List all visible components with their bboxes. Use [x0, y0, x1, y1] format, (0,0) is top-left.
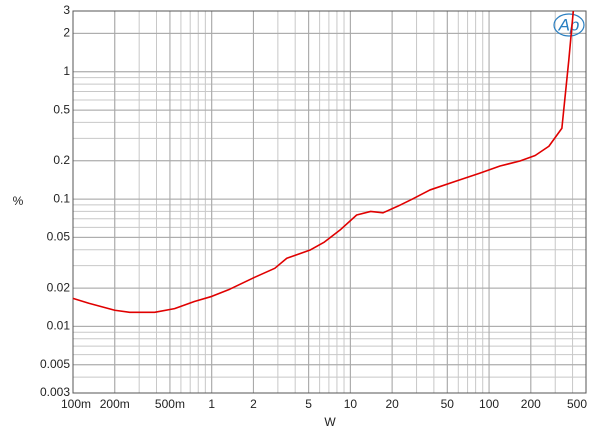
x-tick-label: 200m — [100, 397, 130, 411]
data-line — [72, 10, 575, 314]
x-tick-label: 20 — [385, 397, 399, 411]
y-tick-label: 0.2 — [53, 153, 70, 167]
y-tick-label: 0.01 — [47, 319, 71, 333]
y-tick-label: 0.05 — [47, 230, 71, 244]
x-tick-label: 2 — [250, 397, 257, 411]
y-tick-label: 0.1 — [53, 191, 70, 205]
y-axis-label: % — [13, 194, 24, 208]
plot-frame — [72, 10, 587, 394]
grid — [72, 10, 587, 394]
x-tick-label: 1 — [208, 397, 215, 411]
y-tick-label: 0.003 — [40, 385, 70, 399]
logo: Ap — [558, 15, 580, 34]
y-tick-label: 3 — [63, 3, 70, 17]
x-tick-label: 500m — [155, 397, 185, 411]
y-tick-label: 2 — [63, 26, 70, 40]
y-tick-label: 0.5 — [53, 102, 70, 116]
x-tick-label: 5 — [305, 397, 312, 411]
y-tick-label: 0.005 — [40, 357, 70, 371]
x-axis-label: W — [324, 415, 336, 429]
x-tick-label: 500 — [567, 397, 587, 411]
x-tick-label: 100m — [61, 397, 91, 411]
logo-ring — [553, 13, 585, 37]
x-tick-label: 50 — [441, 397, 455, 411]
x-tick-label: 200 — [521, 397, 541, 411]
x-tick-label: 10 — [344, 397, 358, 411]
y-tick-label: 0.02 — [47, 280, 71, 294]
x-tick-label: 100 — [479, 397, 499, 411]
y-tick-label: 1 — [63, 64, 70, 78]
